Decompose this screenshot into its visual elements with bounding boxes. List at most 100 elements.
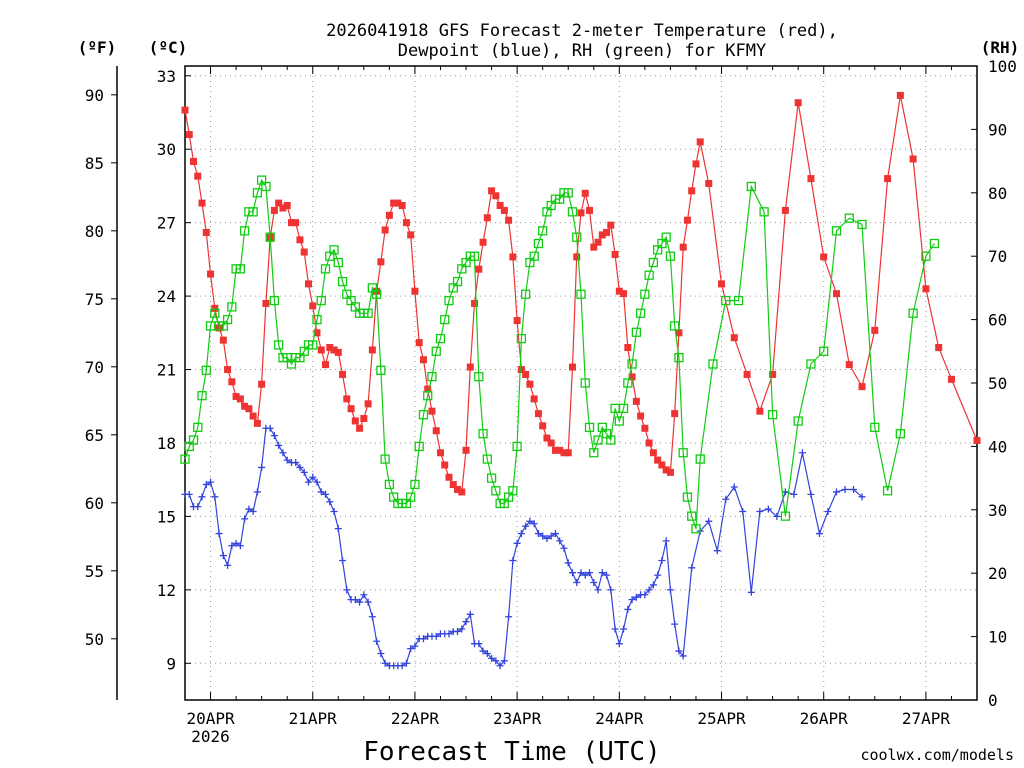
data-point: [688, 187, 696, 195]
data-point: [253, 488, 261, 496]
data-point: [832, 488, 840, 496]
data-point: [594, 586, 602, 594]
data-point: [824, 508, 832, 516]
data-point: [547, 439, 555, 447]
fahrenheit-tick-label: 60: [85, 494, 104, 513]
data-point: [807, 175, 815, 183]
data-point: [211, 493, 219, 501]
data-point: [330, 508, 338, 516]
fahrenheit-tick-label: 55: [85, 562, 104, 581]
rh-tick-label: 10: [988, 628, 1007, 647]
data-point: [781, 488, 789, 496]
rh-tick-label: 20: [988, 564, 1007, 583]
data-point: [705, 179, 713, 187]
data-point: [674, 352, 684, 363]
data-point: [576, 289, 586, 299]
data-point: [202, 481, 210, 489]
data-point: [313, 478, 321, 486]
data-point: [185, 490, 193, 498]
data-point: [539, 422, 547, 430]
data-point: [500, 657, 508, 665]
data-point: [398, 662, 406, 670]
data-point: [645, 586, 653, 594]
data-point: [381, 659, 389, 667]
data-point: [424, 385, 432, 393]
data-point: [615, 287, 623, 295]
data-point: [275, 199, 283, 207]
series-line: [185, 427, 863, 667]
data-point: [747, 588, 755, 596]
data-point: [530, 395, 538, 403]
data-point: [640, 289, 650, 299]
data-point: [618, 403, 629, 414]
data-point: [356, 424, 364, 432]
data-point: [414, 441, 424, 452]
data-point: [661, 232, 671, 242]
data-point: [368, 346, 376, 354]
rh-unit-label: (RH): [981, 38, 1020, 57]
data-point: [563, 188, 573, 198]
data-point: [756, 508, 764, 516]
rh-tick-label: 90: [988, 120, 1007, 139]
data-point: [649, 581, 657, 589]
chart-title-line1: 2026041918 GFS Forecast 2-meter Temperat…: [326, 21, 838, 41]
data-point: [252, 188, 263, 198]
data-point: [620, 290, 628, 298]
data-point: [929, 238, 940, 249]
data-point: [682, 492, 693, 502]
data-point: [560, 449, 568, 457]
data-point: [538, 226, 548, 236]
data-point: [479, 238, 487, 246]
data-point: [534, 530, 542, 538]
data-point: [522, 522, 530, 530]
data-point: [556, 446, 564, 454]
data-point: [627, 359, 637, 369]
data-point: [215, 530, 223, 538]
data-point: [449, 481, 457, 489]
data-point: [193, 422, 203, 433]
data-point: [773, 512, 781, 520]
data-point: [516, 333, 527, 344]
data-point: [381, 226, 389, 234]
data-point: [197, 391, 207, 401]
data-point: [249, 508, 257, 516]
data-point: [444, 295, 454, 306]
fahrenheit-tick-label: 85: [85, 154, 104, 173]
data-point: [309, 473, 317, 481]
data-point: [190, 157, 198, 165]
data-point: [641, 424, 649, 432]
data-point: [526, 517, 534, 525]
date-tick-label: 25APR: [697, 709, 746, 728]
rh-tick-label: 80: [988, 184, 1007, 203]
data-point: [543, 534, 551, 542]
data-point: [675, 329, 683, 337]
data-point: [188, 435, 199, 445]
data-point: [671, 620, 679, 628]
data-point: [360, 414, 368, 422]
data-point: [418, 410, 429, 420]
fahrenheit-tick-label: 65: [85, 426, 104, 445]
data-point: [339, 556, 347, 564]
data-point: [376, 365, 386, 375]
data-point: [356, 598, 364, 606]
data-point: [377, 649, 385, 657]
data-point: [584, 422, 595, 433]
data-point: [806, 359, 816, 369]
data-point: [769, 370, 777, 378]
data-point: [679, 652, 687, 660]
data-point: [207, 270, 215, 278]
data-point: [606, 435, 616, 445]
rh-tick-label: 0: [988, 691, 998, 710]
data-point: [351, 417, 359, 425]
data-point: [850, 485, 858, 493]
data-point: [440, 314, 450, 325]
data-point: [509, 556, 517, 564]
data-point: [462, 446, 470, 454]
data-point: [637, 412, 645, 420]
data-point: [317, 346, 325, 354]
data-point: [279, 449, 287, 457]
data-point: [334, 348, 342, 356]
axes-layer: 9 12 15 18 21 24 27 30 33 50 55 60 65 70 75 80 85 90 0 10 20…: [85, 57, 1017, 746]
data-point: [219, 552, 227, 560]
